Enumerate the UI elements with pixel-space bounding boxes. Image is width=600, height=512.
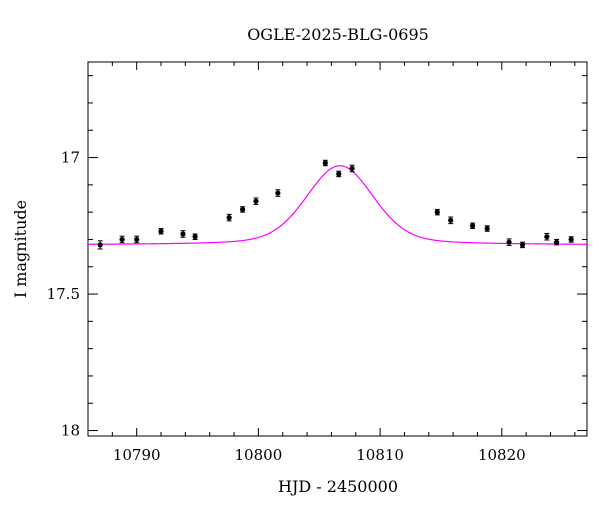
data-point: [484, 225, 490, 232]
data-point: [134, 236, 140, 243]
model-curve: [87, 165, 588, 245]
data-point: [180, 231, 186, 237]
x-axis-label: HJD - 2450000: [278, 477, 398, 496]
data-point: [322, 160, 328, 166]
data-point: [192, 234, 198, 240]
data-point: [469, 223, 476, 229]
y-tick-label: 17: [61, 149, 80, 167]
data-point: [434, 209, 440, 215]
data-point: [119, 236, 125, 243]
data-point: [226, 215, 232, 221]
data-point: [544, 234, 550, 240]
model-curve-layer: [87, 165, 588, 245]
tick-labels: 10790 10800 10810 10820 17 17.5 18: [47, 149, 526, 464]
y-tick-label: 18: [61, 422, 80, 440]
axis-ticks: [87, 62, 587, 436]
x-tick-label: 10820: [478, 446, 526, 464]
data-point: [506, 239, 512, 245]
x-tick-label: 10800: [235, 446, 283, 464]
chart-title: OGLE-2025-BLG-0695: [247, 25, 429, 44]
data-points-layer: [97, 159, 574, 250]
data-point: [97, 242, 103, 248]
data-point: [275, 190, 281, 196]
data-point: [448, 217, 454, 223]
data-point: [568, 236, 574, 243]
data-point: [239, 206, 246, 213]
data-point: [349, 165, 355, 172]
x-tick-label: 10790: [113, 446, 161, 464]
plot-frame: [87, 61, 588, 437]
y-tick-label: 17.5: [47, 285, 80, 303]
data-point: [253, 198, 259, 204]
data-point: [336, 171, 342, 177]
x-tick-label: 10810: [356, 446, 404, 464]
data-point: [158, 228, 164, 234]
data-point: [553, 239, 560, 245]
data-point: [519, 242, 526, 248]
y-axis-label: I magnitude: [11, 200, 30, 298]
